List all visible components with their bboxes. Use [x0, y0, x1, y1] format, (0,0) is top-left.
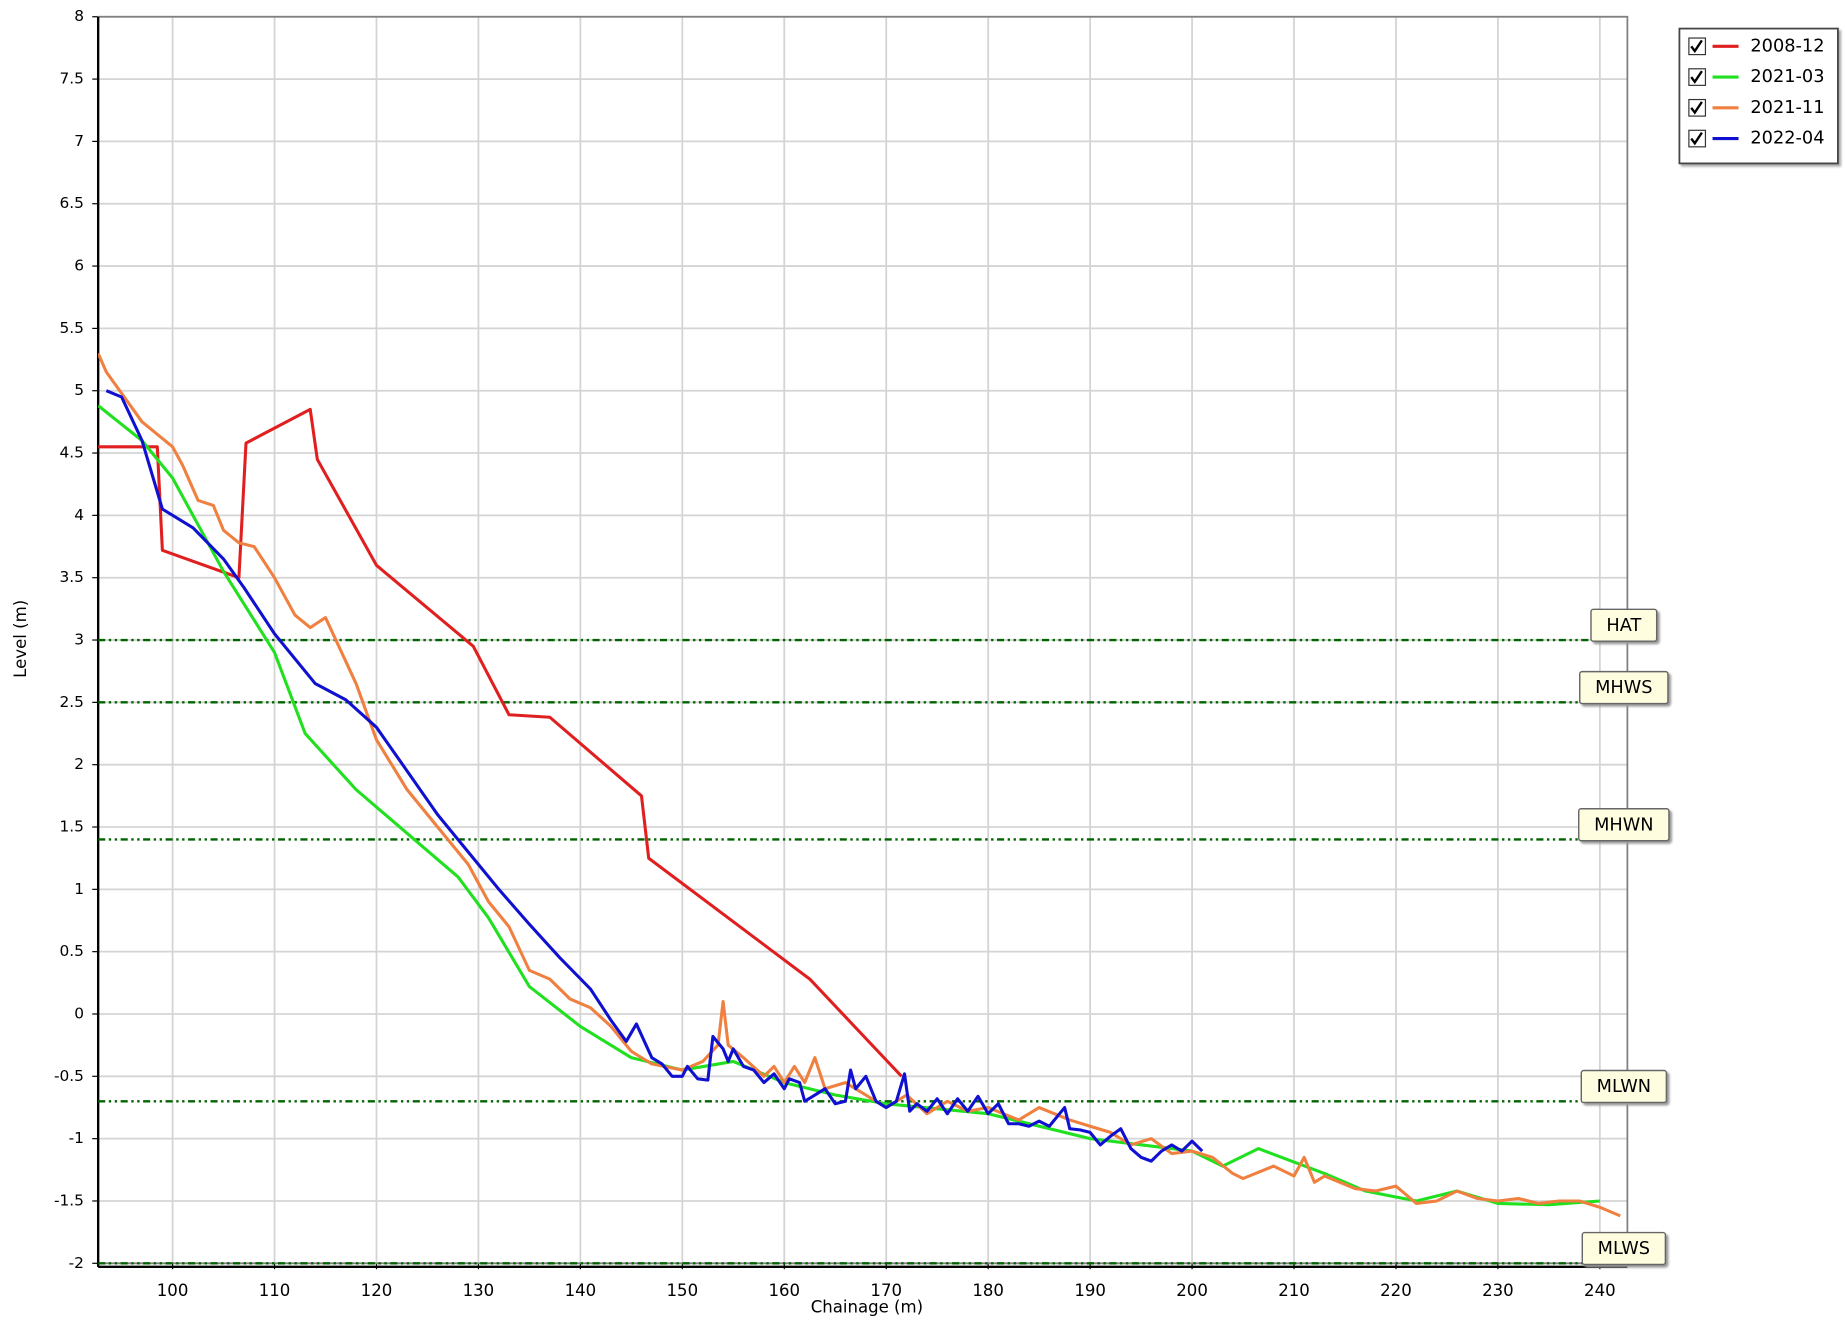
y-tick-label: 1	[74, 880, 84, 898]
x-tick-label: 110	[259, 1281, 291, 1300]
y-tick-label: 8	[74, 7, 84, 25]
x-tick-label: 130	[463, 1281, 495, 1300]
reference-label-box	[1578, 808, 1670, 842]
x-axis-label: Chainage (m)	[811, 1298, 923, 1317]
legend-item[interactable]: 2008-12	[1688, 36, 1825, 56]
x-tick-label: 150	[667, 1281, 699, 1300]
y-tick-label: 7.5	[60, 70, 84, 88]
legend-label: 2021-11	[1750, 98, 1824, 118]
x-tick-label: 160	[768, 1281, 800, 1300]
series-line	[105, 389, 1204, 1163]
x-tick-label: 180	[972, 1281, 1004, 1300]
y-tick-label: 2	[74, 755, 84, 773]
x-tick-label: 140	[565, 1281, 597, 1300]
y-tick-label: 6.5	[60, 194, 84, 212]
legend-label: 2008-12	[1750, 36, 1824, 56]
x-tick-label: 230	[1482, 1281, 1514, 1300]
reference-label: MHWN	[1594, 815, 1653, 835]
reference-label-box	[1579, 670, 1669, 705]
x-tick-label: 200	[1176, 1281, 1208, 1300]
reference-label-box	[1581, 1231, 1667, 1266]
legend-item[interactable]: 2022-04	[1688, 129, 1825, 149]
x-tick-label: 100	[157, 1281, 189, 1300]
y-tick-label: -2	[69, 1254, 84, 1272]
y-tick-label: -0.5	[54, 1067, 84, 1085]
y-tick-label: 1.5	[60, 818, 84, 836]
x-tick-label: 120	[361, 1281, 393, 1300]
legend-item[interactable]: 2021-11	[1688, 98, 1825, 118]
legend-check	[1690, 131, 1703, 146]
y-tick-label: 7	[74, 132, 84, 150]
y-tick-label: 0.5	[60, 942, 84, 960]
reference-label-box	[1580, 1069, 1668, 1104]
legend-item[interactable]: 2021-03	[1688, 67, 1825, 87]
reference-label: MHWS	[1595, 678, 1652, 698]
x-tick-label: 170	[870, 1281, 902, 1300]
legend-check	[1690, 39, 1703, 54]
x-tick-label: 240	[1584, 1281, 1616, 1300]
series-line	[98, 352, 1621, 1218]
y-tick-label: -1	[69, 1129, 84, 1147]
reference-label: MLWN	[1597, 1077, 1651, 1097]
y-tick-label: 6	[74, 257, 84, 275]
reference-label-box	[1590, 608, 1658, 642]
y-axis-label: Level (m)	[11, 600, 30, 678]
legend-check	[1690, 101, 1703, 115]
y-tick-label: -1.5	[54, 1191, 84, 1209]
series-line	[98, 407, 903, 1078]
y-tick-label: 3	[74, 631, 84, 649]
legend-check	[1690, 70, 1703, 84]
y-tick-label: 5.5	[60, 319, 84, 337]
x-tick-label: 220	[1380, 1281, 1412, 1300]
y-tick-label: 5	[74, 381, 84, 399]
y-tick-label: 4.5	[60, 444, 84, 462]
legend-label: 2021-03	[1750, 67, 1824, 87]
reference-label: HAT	[1606, 616, 1641, 636]
y-tick-label: 2.5	[60, 693, 84, 711]
legend-label: 2022-04	[1750, 129, 1824, 149]
y-tick-label: 4	[74, 506, 84, 524]
x-tick-label: 210	[1278, 1281, 1310, 1300]
reference-label: MLWS	[1598, 1239, 1650, 1259]
x-tick-label: 190	[1074, 1281, 1106, 1300]
y-tick-label: 3.5	[60, 568, 84, 586]
y-tick-label: 0	[74, 1004, 84, 1022]
